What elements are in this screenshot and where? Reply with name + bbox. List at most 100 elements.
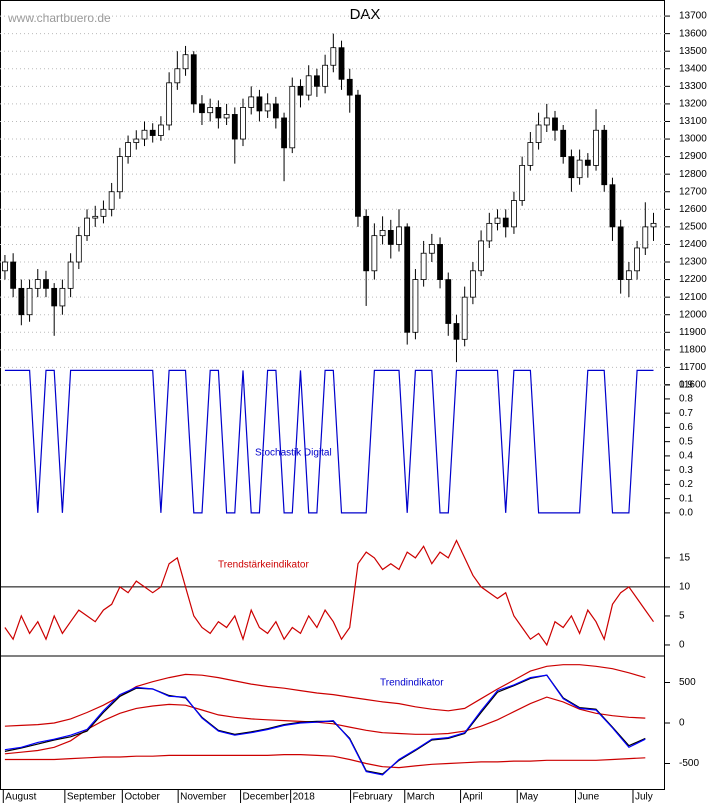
- candle-body: [338, 47, 345, 80]
- candle-body: [10, 261, 17, 289]
- series-line: [4, 754, 646, 769]
- candle-body: [84, 217, 90, 237]
- source: www.chartbuero.de: [7, 11, 111, 25]
- candle-body: [494, 217, 501, 224]
- y-tick-label: 13400: [679, 63, 707, 74]
- y-tick-label: 12400: [679, 239, 707, 250]
- candle-body: [18, 287, 25, 316]
- candle-body: [363, 215, 370, 272]
- candle-body: [59, 287, 66, 307]
- candle-body: [305, 75, 312, 96]
- candle-body: [182, 54, 189, 70]
- y-tick-label: 12100: [679, 292, 707, 303]
- candle-body: [174, 68, 181, 84]
- y-tick-label: 500: [679, 677, 696, 688]
- x-tick-label: October: [124, 792, 160, 803]
- candle-body: [297, 85, 304, 96]
- candle-body: [314, 75, 320, 87]
- candle-body: [601, 129, 608, 186]
- x-tick-label: February: [353, 792, 393, 803]
- candle-body: [2, 261, 8, 272]
- series-line: [4, 674, 646, 776]
- y-tick-label: 12200: [679, 274, 707, 285]
- candle-body: [330, 47, 337, 66]
- candle-body: [527, 142, 534, 166]
- panel-title: DAX: [350, 6, 381, 23]
- x-tick-label: April: [463, 792, 483, 803]
- y-tick-label: 12600: [679, 204, 707, 215]
- candle-body: [478, 240, 484, 272]
- candle-body: [428, 244, 435, 254]
- candle-body: [67, 261, 74, 289]
- y-tick-label: 0.9: [679, 379, 693, 390]
- y-tick-label: 11600: [679, 380, 707, 391]
- panel-title: Trendstärkeindikator: [218, 560, 309, 571]
- candle-body: [396, 226, 402, 245]
- y-tick-label: 5: [679, 611, 685, 622]
- x-tick-label: June: [578, 792, 600, 803]
- candle-body: [264, 103, 271, 112]
- candle-body: [593, 129, 599, 166]
- candle-body: [51, 287, 58, 307]
- candle-body: [625, 270, 632, 280]
- y-tick-label: 13500: [679, 46, 707, 57]
- x-tick-label: August: [5, 792, 36, 803]
- y-tick-label: 0.4: [679, 451, 693, 462]
- y-tick-label: 13200: [679, 99, 707, 110]
- candle-body: [502, 217, 509, 228]
- y-tick-label: 13600: [679, 28, 707, 39]
- candle-body: [379, 229, 386, 237]
- candle-body: [215, 107, 222, 119]
- x-tick-label: November: [180, 792, 227, 803]
- series-line: [4, 369, 654, 514]
- candle-body: [207, 107, 214, 114]
- candle-body: [190, 54, 197, 105]
- y-tick-label: 11900: [679, 327, 707, 338]
- candle-body: [26, 287, 33, 316]
- candle-body: [560, 129, 567, 158]
- candle-body: [322, 64, 329, 87]
- candle-body: [108, 191, 115, 210]
- y-tick-label: 11700: [679, 362, 707, 373]
- x-tick-label: September: [67, 792, 117, 803]
- candle-body: [281, 117, 287, 149]
- y-tick-label: 10: [679, 582, 691, 593]
- y-tick-label: 0.8: [679, 394, 693, 405]
- candle-body: [231, 114, 238, 140]
- candle-body: [552, 117, 558, 131]
- x-tick-label: December: [243, 792, 290, 803]
- candle-body: [387, 229, 394, 245]
- y-tick-label: 12000: [679, 309, 707, 320]
- y-tick-label: 0.2: [679, 479, 693, 490]
- candle-body: [404, 226, 411, 333]
- y-tick-label: 12900: [679, 151, 707, 162]
- candle-body: [535, 124, 542, 143]
- y-tick-label: 0.7: [679, 408, 693, 419]
- candle-body: [256, 96, 263, 112]
- y-tick-label: 12800: [679, 169, 707, 180]
- y-tick-label: 12300: [679, 257, 707, 268]
- x-tick-label: May: [519, 792, 538, 803]
- candle-body: [166, 82, 173, 126]
- y-tick-label: 0.5: [679, 436, 693, 447]
- candle-body: [420, 252, 427, 280]
- candle-body: [584, 159, 591, 166]
- y-tick-label: 12500: [679, 222, 707, 233]
- y-tick-label: 0: [679, 718, 685, 729]
- candle-body: [125, 142, 131, 158]
- candle-body: [248, 96, 255, 108]
- y-tick-label: 13100: [679, 116, 707, 127]
- panel-title: Stochastik Digital: [255, 448, 332, 459]
- y-tick-label: 0.0: [679, 508, 693, 519]
- candle-body: [133, 138, 140, 143]
- candle-body: [453, 323, 460, 340]
- candle-body: [199, 103, 205, 114]
- y-tick-label: 13700: [679, 11, 707, 22]
- y-tick-label: 0.3: [679, 465, 693, 476]
- candle-body: [634, 247, 640, 272]
- candle-body: [568, 156, 575, 179]
- candle-body: [371, 235, 378, 272]
- y-tick-label: 15: [679, 553, 691, 564]
- candle-body: [100, 208, 107, 217]
